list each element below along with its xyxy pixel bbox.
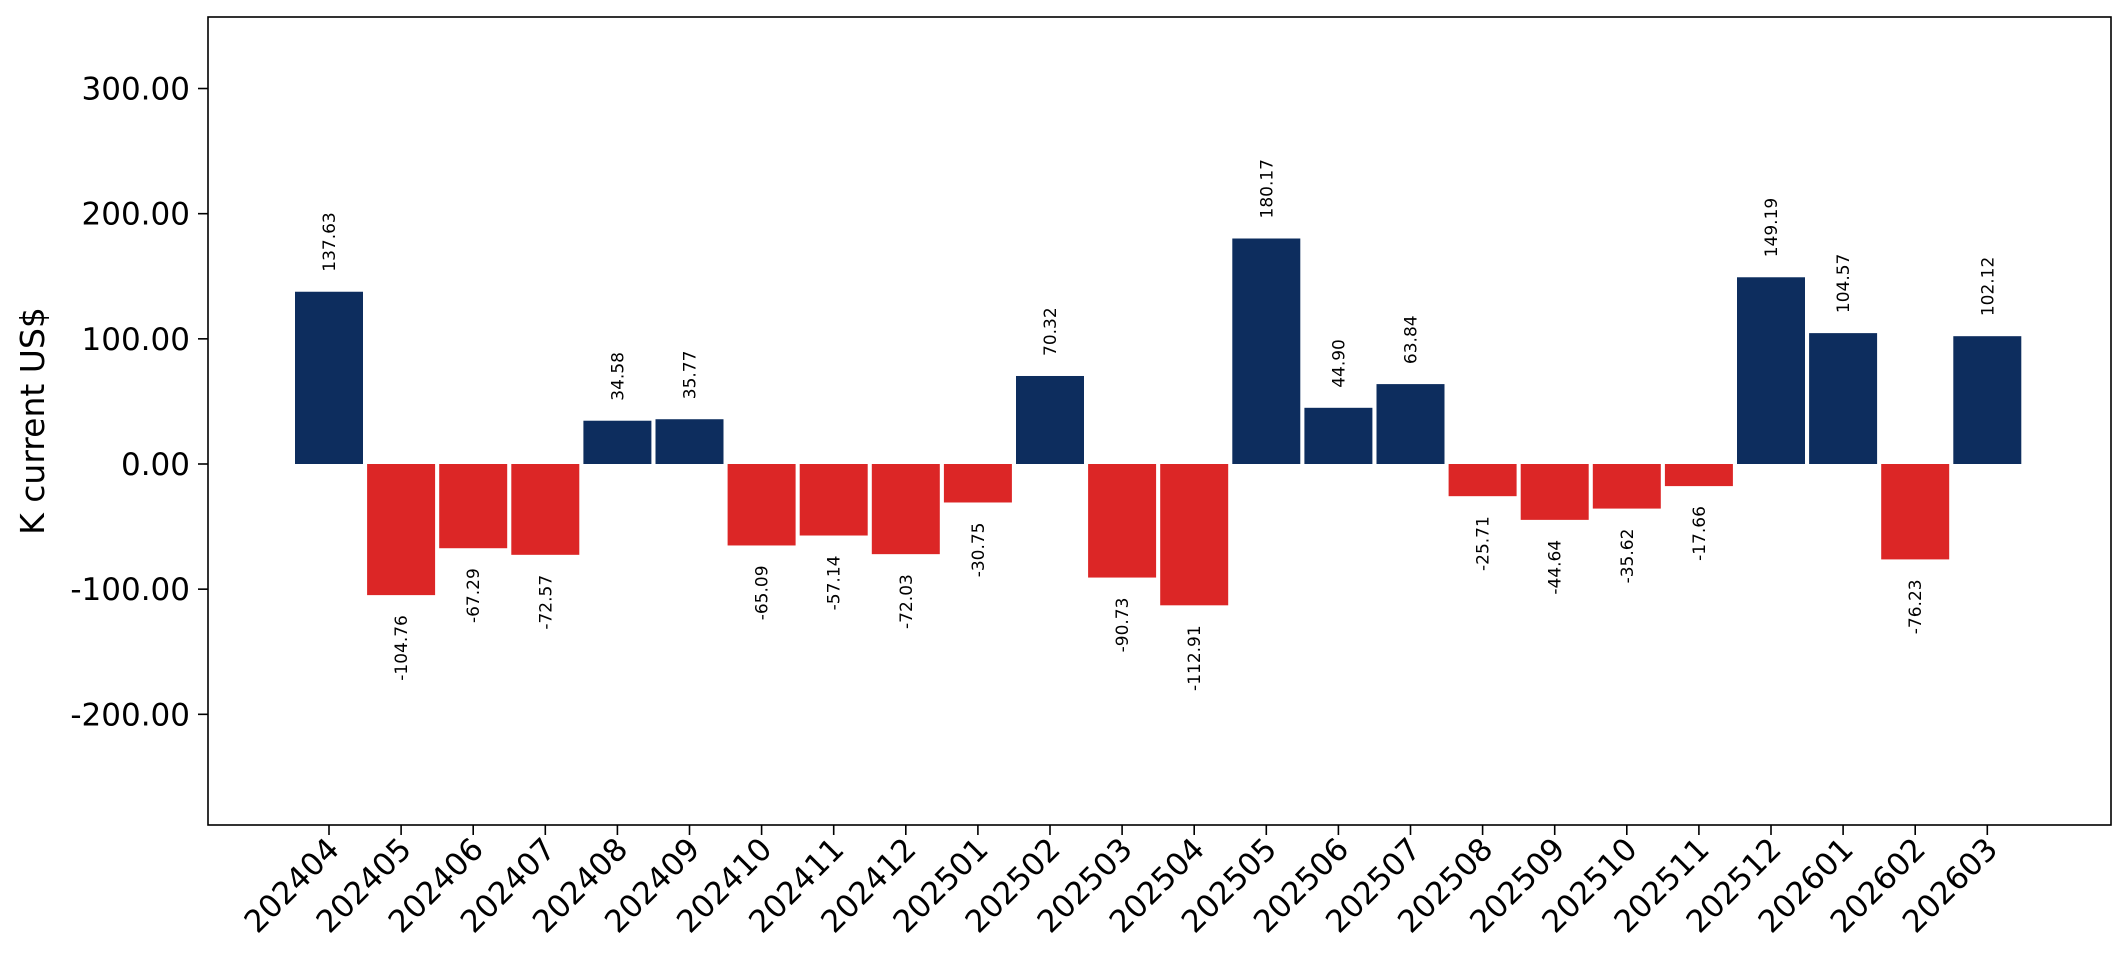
plot-frame — [207, 16, 2112, 826]
bar — [655, 419, 724, 464]
y-tick-label: 200.00 — [82, 197, 190, 233]
y-tick-label: 100.00 — [82, 322, 190, 358]
bar-data-label: 102.12 — [1978, 257, 1998, 316]
bar-data-label: -44.64 — [1546, 540, 1566, 595]
bar-data-label: -57.14 — [825, 556, 845, 611]
y-tick-label: 300.00 — [82, 72, 190, 108]
bar — [1953, 336, 2022, 464]
bar — [1376, 384, 1445, 464]
bar-data-label: 70.32 — [1041, 307, 1061, 356]
bar — [583, 420, 652, 464]
bar — [1737, 277, 1805, 464]
y-axis: -200.00 -100.00 0.00 100.00 200.00 300.00 — [70, 72, 208, 733]
bar — [799, 464, 868, 536]
bar-data-label: -65.09 — [753, 565, 773, 620]
bar — [439, 464, 508, 549]
bar-data-label: -30.75 — [969, 522, 989, 577]
bar-data-label: -76.23 — [1906, 579, 1926, 634]
bar — [943, 464, 1012, 503]
bar-data-label: 63.84 — [1402, 315, 1422, 364]
bar — [1448, 464, 1517, 497]
bar-labels-group: 137.63 -104.76 -67.29 -72.57 34.58 35.77 -65.0… — [320, 159, 1998, 691]
bar-data-label: -67.29 — [464, 568, 484, 623]
bar-data-label: -112.91 — [1185, 625, 1205, 691]
bar-data-label: -90.73 — [1113, 598, 1133, 653]
bar — [1088, 464, 1157, 578]
bar-data-label: -104.76 — [392, 615, 412, 681]
bar-data-label: 149.19 — [1762, 198, 1782, 257]
bar-data-label: 34.58 — [608, 352, 628, 401]
bar — [1232, 238, 1301, 464]
bars-group — [295, 238, 2022, 606]
y-tick-label: -200.00 — [70, 697, 190, 733]
bar — [295, 291, 363, 464]
bar — [1592, 464, 1661, 509]
bar-data-label: -17.66 — [1690, 506, 1710, 561]
bar-data-label: 104.57 — [1834, 254, 1854, 313]
bar — [1160, 464, 1229, 606]
bar — [1664, 464, 1733, 487]
bar-data-label: 137.63 — [320, 212, 340, 271]
bar — [1809, 333, 1878, 464]
bar — [727, 464, 796, 546]
bar-data-label: -72.57 — [536, 575, 556, 630]
bar — [1881, 464, 1950, 560]
y-axis-label: K current US$ — [13, 307, 52, 535]
bar-data-label: -35.62 — [1618, 529, 1638, 584]
bar — [1520, 464, 1589, 520]
bar-data-label: 44.90 — [1329, 339, 1349, 388]
x-axis: 2024042024052024062024072024082024092024… — [238, 825, 2005, 940]
y-tick-label: 0.00 — [121, 447, 190, 483]
bar — [1016, 375, 1084, 464]
bar-data-label: 35.77 — [681, 351, 701, 400]
y-tick-label: -100.00 — [70, 572, 190, 608]
bar-data-label: 180.17 — [1257, 159, 1277, 218]
bar-data-label: -25.71 — [1474, 516, 1494, 571]
bar — [367, 464, 436, 596]
bar — [871, 464, 940, 555]
bar — [1304, 407, 1373, 464]
bar-data-label: -72.03 — [897, 574, 917, 629]
bar — [511, 464, 580, 555]
